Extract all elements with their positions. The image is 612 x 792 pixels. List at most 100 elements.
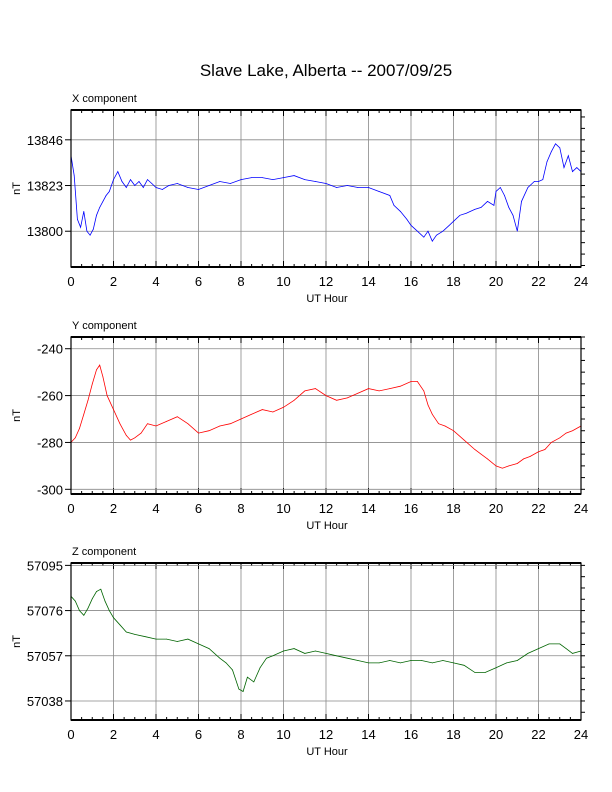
x-tick-label: 4 bbox=[152, 501, 159, 516]
data-point bbox=[495, 667, 497, 669]
data-point bbox=[357, 187, 359, 188]
y-tick-label: 13823 bbox=[27, 179, 63, 194]
data-point bbox=[463, 439, 465, 441]
data-point bbox=[208, 185, 210, 186]
data-point bbox=[559, 643, 561, 645]
data-point bbox=[427, 404, 429, 406]
data-point bbox=[546, 161, 548, 163]
data-point bbox=[113, 179, 114, 180]
data-point bbox=[283, 650, 284, 652]
data-point bbox=[502, 467, 503, 469]
data-point bbox=[529, 456, 531, 457]
x-axis-label: UT Hour bbox=[306, 293, 348, 305]
data-point bbox=[83, 614, 85, 616]
data-point bbox=[368, 388, 369, 389]
data-point bbox=[410, 381, 412, 382]
data-point bbox=[506, 662, 507, 664]
data-point bbox=[315, 650, 316, 652]
data-point bbox=[427, 230, 429, 232]
data-point bbox=[125, 435, 127, 436]
x-tick-label: 22 bbox=[531, 501, 545, 516]
y-tick-label: 57038 bbox=[27, 694, 63, 709]
data-point bbox=[251, 413, 252, 415]
data-point bbox=[465, 212, 467, 214]
data-point bbox=[240, 418, 242, 420]
data-point bbox=[261, 409, 263, 410]
data-point bbox=[176, 641, 178, 642]
x-tick-label: 20 bbox=[489, 727, 503, 742]
x-tick-label: 2 bbox=[110, 727, 117, 742]
data-point bbox=[125, 631, 127, 633]
data-point bbox=[453, 220, 454, 222]
data-point bbox=[495, 465, 497, 467]
data-point bbox=[542, 179, 544, 180]
data-point bbox=[378, 662, 380, 664]
data-point bbox=[572, 653, 573, 654]
x-tick-label: 24 bbox=[574, 501, 588, 516]
data-point bbox=[230, 183, 231, 184]
data-point bbox=[538, 181, 539, 182]
data-point bbox=[102, 201, 104, 202]
data-point bbox=[495, 191, 497, 192]
data-point bbox=[253, 681, 255, 683]
x-axis-label: UT Hour bbox=[306, 746, 348, 758]
data-point bbox=[423, 236, 425, 238]
data-point bbox=[73, 175, 75, 176]
x-tick-label: 12 bbox=[319, 727, 333, 742]
x-tick-label: 14 bbox=[361, 501, 375, 516]
data-point bbox=[134, 185, 136, 186]
data-point bbox=[155, 638, 157, 640]
data-point bbox=[219, 425, 221, 427]
data-point bbox=[431, 240, 433, 242]
data-point bbox=[487, 458, 488, 460]
x-tick-label: 16 bbox=[404, 727, 418, 742]
y-tick-label: 13846 bbox=[27, 133, 63, 148]
x-tick-label: 6 bbox=[195, 727, 202, 742]
data-point bbox=[527, 187, 529, 188]
x-tick-label: 14 bbox=[361, 727, 375, 742]
data-point bbox=[389, 195, 391, 196]
data-point bbox=[89, 234, 91, 236]
data-point bbox=[91, 598, 93, 600]
data-point bbox=[91, 383, 93, 385]
data-point bbox=[474, 449, 476, 450]
data-point bbox=[198, 432, 199, 434]
data-point bbox=[548, 643, 550, 645]
data-point bbox=[563, 167, 565, 168]
x-tick-label: 24 bbox=[574, 727, 588, 742]
data-point bbox=[92, 228, 94, 230]
data-point bbox=[79, 428, 80, 429]
data-point bbox=[87, 607, 89, 609]
data-point bbox=[147, 423, 148, 425]
data-point bbox=[138, 181, 140, 182]
data-point bbox=[130, 439, 131, 441]
x-tick-label: 18 bbox=[446, 501, 460, 516]
data-point bbox=[187, 187, 189, 188]
data-point bbox=[272, 411, 274, 413]
data-point bbox=[436, 234, 437, 236]
data-point bbox=[162, 189, 163, 190]
data-point bbox=[442, 660, 444, 661]
x-tick-label: 4 bbox=[152, 274, 159, 289]
data-point bbox=[293, 648, 295, 649]
data-point bbox=[459, 214, 461, 216]
data-point bbox=[550, 151, 552, 153]
y-tick-label: 57057 bbox=[27, 649, 63, 664]
data-point bbox=[444, 425, 446, 427]
data-point bbox=[550, 442, 552, 443]
data-point bbox=[508, 207, 510, 208]
data-point bbox=[346, 185, 348, 186]
series-line bbox=[70, 364, 582, 469]
data-point bbox=[80, 226, 81, 228]
data-point bbox=[572, 171, 573, 172]
data-point bbox=[485, 672, 486, 673]
data-point bbox=[219, 657, 221, 659]
data-point bbox=[134, 634, 136, 635]
data-point bbox=[208, 648, 210, 649]
data-point bbox=[79, 610, 80, 611]
data-point bbox=[474, 672, 476, 673]
data-point bbox=[400, 211, 401, 212]
x-tick-label: 16 bbox=[404, 501, 418, 516]
